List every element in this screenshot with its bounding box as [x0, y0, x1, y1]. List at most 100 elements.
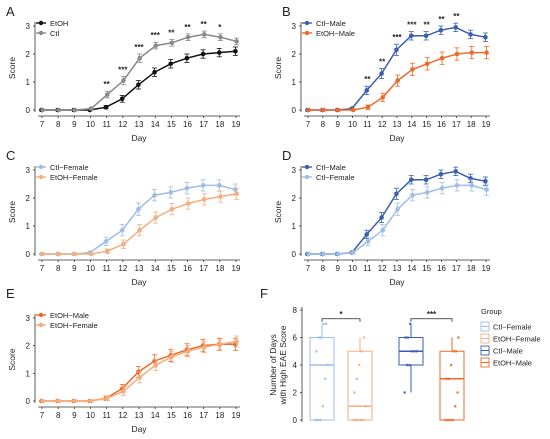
series-line: [41, 184, 236, 255]
data-point: [379, 71, 384, 76]
data-point: [119, 96, 125, 102]
jitter-point: [410, 349, 414, 353]
y-tick-label: 1: [292, 222, 297, 231]
data-point: [168, 61, 174, 67]
jitter-point: [319, 418, 322, 422]
x-tick-label: 17: [199, 120, 208, 129]
legend-label: EtOH−Female: [50, 321, 98, 330]
legend-marker: [304, 174, 310, 180]
significance-star: **: [453, 12, 460, 21]
legend-marker: [38, 164, 44, 170]
data-point: [88, 251, 94, 257]
series-etoh-male: [39, 337, 238, 404]
data-point: [216, 50, 222, 55]
data-point: [424, 61, 430, 67]
data-point: [350, 107, 356, 113]
jitter-point: [315, 349, 318, 353]
x-tick-label: 12: [378, 120, 387, 129]
y-axis-title-line: with High EAE Score: [278, 325, 288, 405]
x-tick-label: 19: [232, 411, 241, 420]
data-point: [483, 178, 488, 184]
significance-bracket: [410, 318, 453, 322]
legend-label: EtOH−Male: [50, 311, 89, 320]
jitter-point: [361, 418, 365, 422]
data-point: [121, 78, 126, 83]
jitter-point: [449, 363, 453, 367]
y-tick-label: 2: [26, 342, 31, 351]
x-tick-label: 11: [103, 264, 112, 273]
significance-star: ***: [392, 33, 402, 42]
x-axis-title: Day: [131, 424, 147, 434]
panel-letter: E: [6, 286, 15, 301]
x-tick-label: 12: [118, 264, 127, 273]
jitter-point: [446, 418, 450, 422]
data-point: [483, 34, 488, 40]
data-point: [364, 88, 370, 93]
legend-marker: [38, 30, 44, 36]
x-tick-label: 19: [232, 264, 241, 273]
panel-letter: B: [282, 4, 291, 19]
significance-star: **: [438, 15, 445, 24]
x-tick-label: 10: [86, 264, 95, 273]
data-point: [121, 241, 126, 247]
x-axis-title: Day: [389, 277, 405, 287]
jitter-point: [362, 336, 366, 339]
jitter-point: [403, 391, 406, 394]
y-axis-title: Score: [7, 201, 17, 223]
x-tick-label: 8: [56, 411, 61, 420]
panel-letter: C: [6, 148, 15, 163]
box-etoh-male: [439, 336, 465, 422]
jitter-point: [447, 377, 451, 381]
x-tick-label: 8: [56, 264, 61, 273]
y-tick-label: 2: [293, 389, 298, 398]
data-point: [469, 50, 475, 55]
y-tick-label: 1: [26, 78, 31, 87]
jitter-point: [404, 336, 407, 339]
x-tick-label: 8: [56, 120, 61, 129]
x-tick-label: 13: [393, 264, 402, 273]
x-tick-label: 7: [40, 264, 45, 273]
data-point: [201, 344, 207, 350]
x-tick-label: 12: [118, 411, 127, 420]
data-point: [56, 251, 62, 257]
significance-star: ***: [407, 21, 417, 30]
significance-star: **: [201, 20, 208, 29]
jitter-point: [452, 349, 455, 353]
data-point: [350, 250, 356, 255]
y-tick-label: 2: [292, 194, 297, 203]
data-point: [201, 32, 207, 37]
data-point: [40, 251, 45, 257]
x-tick-label: 7: [40, 411, 45, 420]
legend-marker: [304, 20, 310, 26]
data-point: [218, 341, 223, 347]
jitter-point: [444, 418, 447, 422]
x-tick-label: 18: [467, 264, 476, 273]
jitter-point: [359, 418, 363, 422]
data-point: [321, 107, 326, 113]
significance-star: ***: [118, 65, 128, 74]
y-tick-label: 3: [26, 314, 31, 323]
jitter-point: [324, 322, 328, 326]
x-axis-title: Day: [131, 133, 147, 143]
data-point: [185, 201, 191, 206]
box-ctl-female: [309, 322, 335, 422]
data-point: [169, 40, 175, 46]
y-tick-label: 3: [26, 22, 31, 31]
y-tick-label: 3: [292, 22, 297, 31]
data-point: [56, 398, 62, 404]
x-tick-label: 16: [183, 120, 192, 129]
x-tick-label: 15: [422, 120, 431, 129]
significance-star: ***: [150, 31, 160, 40]
data-point: [137, 55, 142, 61]
series-etoh-male: [306, 46, 490, 113]
data-point: [218, 34, 223, 40]
data-point: [121, 389, 126, 394]
data-point: [395, 78, 400, 83]
x-tick-label: 7: [306, 120, 311, 129]
y-tick-label: 2: [26, 50, 31, 59]
x-tick-label: 15: [167, 120, 176, 129]
jitter-point: [364, 404, 367, 408]
